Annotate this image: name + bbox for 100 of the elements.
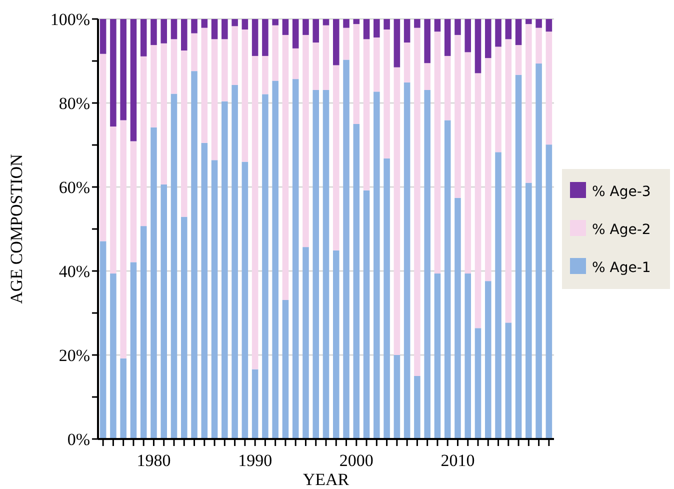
bar: [272, 80, 278, 439]
bar: [302, 34, 309, 248]
bar: [232, 19, 238, 26]
bar: [110, 19, 116, 127]
bar: [424, 90, 430, 439]
x-tick-label: 1980: [136, 451, 171, 470]
bar: [222, 19, 228, 40]
bar: [262, 19, 268, 56]
bar: [262, 94, 268, 439]
bar: [332, 19, 340, 66]
bar: [272, 25, 278, 81]
bar: [394, 67, 400, 355]
bar: [363, 19, 370, 40]
bar: [140, 56, 147, 226]
bar: [191, 33, 198, 72]
bar: [150, 127, 157, 439]
y-tick-label: 60%: [58, 178, 90, 197]
bar: [464, 52, 472, 274]
bar: [332, 65, 340, 250]
bar: [292, 79, 299, 439]
bar: [414, 376, 420, 439]
bar: [484, 19, 492, 58]
bar: [404, 19, 410, 43]
bar: [242, 162, 248, 439]
legend-label: % Age-1: [592, 260, 651, 276]
bar: [191, 19, 198, 34]
bar: [201, 142, 208, 439]
bar: [170, 39, 178, 94]
legend-label: % Age-2: [592, 222, 651, 238]
bar: [312, 90, 320, 439]
bar: [434, 32, 441, 274]
bar: [384, 19, 390, 30]
bar: [546, 32, 552, 145]
bar: [363, 39, 370, 190]
bar: [515, 74, 522, 439]
bar: [322, 25, 330, 90]
bar: [343, 60, 350, 439]
bar: [505, 19, 512, 40]
bar: [242, 30, 248, 162]
bar: [353, 24, 360, 124]
bar: [180, 19, 188, 50]
bar: [252, 19, 258, 56]
bar: [474, 73, 482, 328]
bar: [515, 19, 522, 46]
bar: [312, 42, 320, 90]
bar: [454, 34, 461, 198]
bar: [222, 101, 228, 439]
bar: [150, 45, 157, 128]
bar: [160, 43, 168, 184]
y-tick-label: 0%: [67, 430, 90, 449]
bar: [180, 216, 188, 439]
bar: [384, 30, 390, 158]
bar: [363, 190, 370, 439]
bar: [222, 39, 228, 102]
bar: [414, 19, 420, 28]
bar: [211, 39, 218, 160]
bar: [170, 19, 178, 40]
bar: [353, 124, 360, 439]
bar: [232, 84, 238, 439]
bar: [120, 120, 126, 358]
bar: [160, 184, 168, 439]
bar: [434, 274, 441, 439]
bar: [526, 182, 532, 439]
bar: [404, 82, 410, 439]
bar: [374, 37, 380, 92]
bar: [201, 19, 208, 28]
bar: [444, 120, 451, 439]
bar: [130, 19, 137, 142]
bar: [262, 56, 268, 94]
bar: [232, 26, 238, 85]
bar: [384, 158, 390, 439]
bar: [140, 19, 147, 56]
y-tick-label: 80%: [58, 94, 90, 113]
bar: [526, 24, 532, 183]
y-tick-label: 100%: [50, 10, 90, 29]
bar: [282, 19, 289, 35]
bar: [272, 19, 278, 26]
bar: [343, 19, 350, 28]
bar: [292, 19, 299, 48]
bar: [292, 48, 299, 80]
bar: [474, 19, 482, 74]
bar: [140, 226, 147, 439]
bar: [546, 144, 552, 439]
bar: [536, 19, 542, 28]
bar: [191, 71, 198, 439]
bar: [282, 300, 289, 439]
bar: [374, 92, 380, 439]
bar: [464, 274, 472, 439]
bar: [394, 19, 400, 68]
bar: [120, 19, 126, 120]
bar: [414, 28, 420, 376]
bar: [130, 262, 137, 439]
bar: [484, 281, 492, 439]
bar: [484, 58, 492, 282]
bar: [536, 64, 542, 439]
bar: [353, 19, 360, 24]
bar: [252, 56, 258, 370]
bar: [130, 141, 137, 262]
legend-label: % Age-3: [592, 184, 651, 200]
bar: [211, 19, 218, 40]
